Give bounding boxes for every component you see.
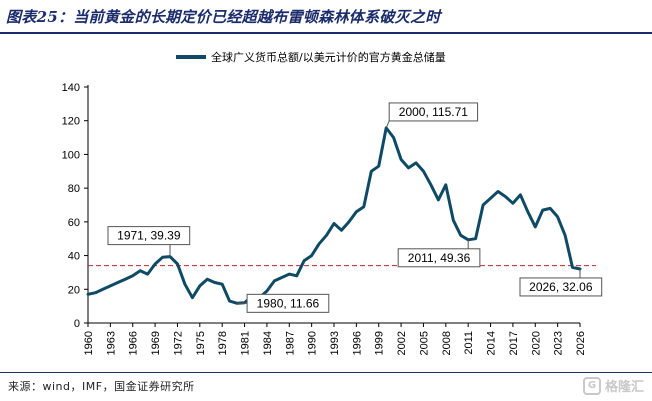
x-tick-label: 1990: [307, 331, 319, 355]
annotation-label: 1971, 39.39: [117, 229, 181, 243]
watermark-logo-icon: G: [582, 376, 601, 395]
x-tick-label: 1987: [284, 331, 296, 355]
annotation-box: [397, 248, 481, 268]
x-tick-label: 2023: [553, 331, 565, 355]
watermark-text: 格隆汇: [604, 380, 644, 395]
x-tick-label: 1966: [128, 331, 140, 355]
y-tick-label: 60: [68, 217, 80, 229]
x-tick-label: 2026: [575, 331, 587, 355]
watermark: G 格隆汇: [582, 376, 644, 395]
y-tick-label: 100: [62, 149, 80, 161]
line-chart: 全球广义货币总额/以美元计价的官方黄金总储量 0 20 40 60 80 100 120 140…: [62, 50, 603, 355]
legend-label: 全球广义货币总额/以美元计价的官方黄金总储量: [211, 50, 446, 64]
annotation-label: 2000, 115.71: [399, 105, 469, 119]
annotation-box: [246, 293, 330, 313]
x-tick-label: 1996: [351, 331, 363, 355]
x-tick-label: 2017: [508, 331, 520, 355]
y-tick-label: 20: [68, 284, 80, 296]
x-tick-label: 2020: [530, 331, 542, 355]
x-tick-label: 1981: [240, 331, 252, 355]
title-rule: [0, 32, 652, 34]
annotation-box: [107, 226, 191, 246]
x-tick-label: 1993: [329, 331, 341, 355]
y-tick-label: 80: [68, 183, 80, 195]
source-note: 来源：wind，IMF，国金证券研究所: [8, 380, 195, 393]
x-tick-label: 1960: [83, 331, 95, 355]
y-tick-label: 0: [74, 318, 80, 330]
x-tick-label: 1984: [262, 331, 274, 355]
footer-rule: [0, 372, 652, 373]
annotation-box: [519, 277, 603, 297]
x-tick-label: 2011: [463, 331, 475, 355]
chart-title: 图表25：当前黄金的长期定价已经超越布雷顿森林体系破灭之时: [6, 8, 441, 26]
y-tick-label: 120: [62, 116, 80, 128]
x-tick-label: 2005: [418, 331, 430, 355]
x-tick-label: 1969: [150, 331, 162, 355]
annotation-box: [388, 102, 479, 122]
y-tick-label: 140: [62, 82, 80, 94]
x-tick-label: 1975: [195, 331, 207, 355]
annotation-label: 2011, 49.36: [408, 251, 471, 265]
x-tick-label: 2014: [486, 331, 498, 355]
series-line: [86, 126, 582, 305]
x-tick-label: 1963: [105, 331, 117, 355]
x-tick-label: 1972: [172, 331, 184, 355]
x-tick-label: 2002: [396, 331, 408, 355]
annotation-label: 1980, 11.66: [257, 296, 320, 310]
annotation-label: 2026, 32.06: [529, 280, 593, 294]
x-tick-label: 1999: [374, 331, 386, 355]
y-tick-label: 40: [68, 251, 80, 263]
x-tick-label: 2008: [441, 331, 453, 355]
annotation-leader: [385, 120, 390, 129]
x-tick-label: 1978: [217, 331, 229, 355]
